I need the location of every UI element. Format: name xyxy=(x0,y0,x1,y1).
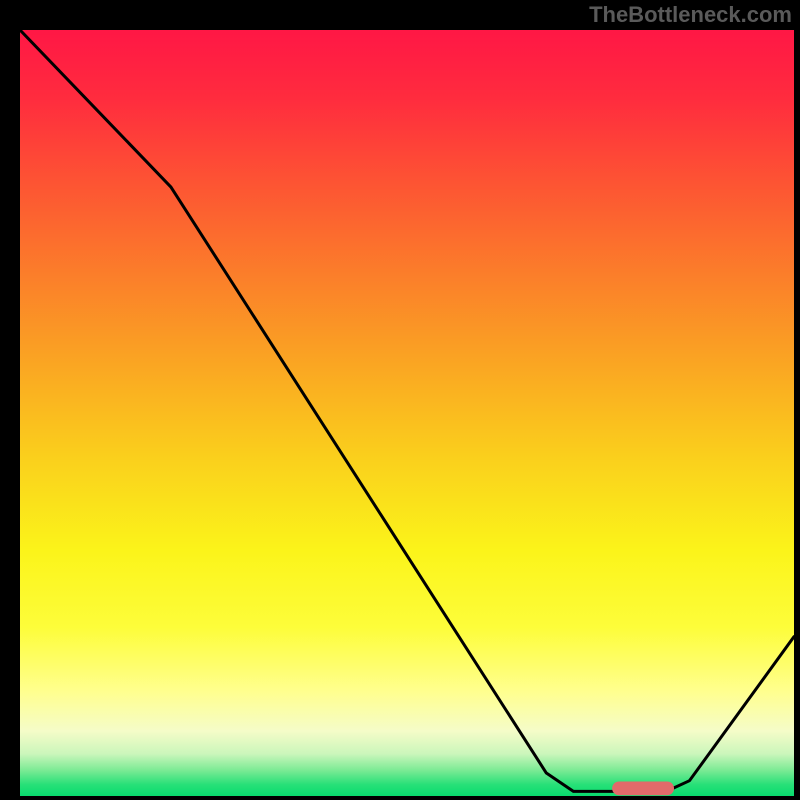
bottleneck-curve xyxy=(20,30,794,791)
watermark-text: TheBottleneck.com xyxy=(589,2,792,28)
optimal-range-marker xyxy=(612,781,674,795)
plot-svg xyxy=(20,30,794,796)
plot-frame xyxy=(17,27,797,799)
chart-container: TheBottleneck.com xyxy=(0,0,800,800)
